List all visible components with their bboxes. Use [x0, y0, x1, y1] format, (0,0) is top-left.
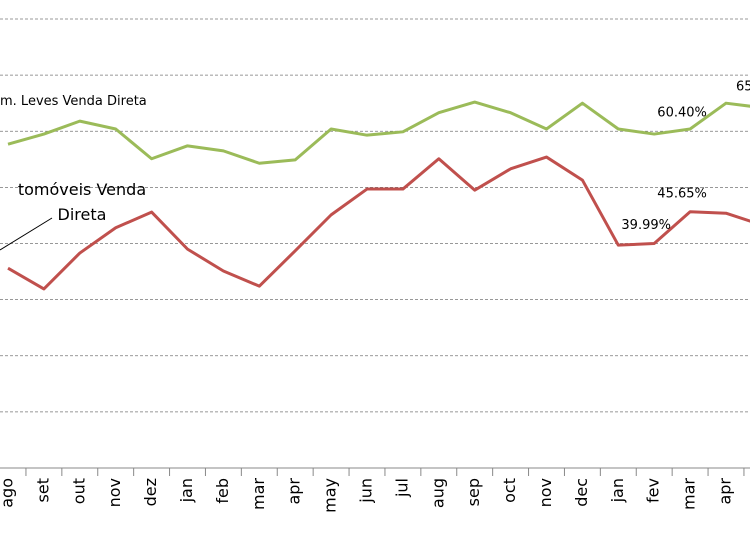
data-label: 60.40%: [657, 106, 707, 121]
x-tick-label: fev: [644, 478, 663, 503]
series-label: tomóveis Venda Direta: [17, 180, 147, 224]
series-line: [7, 155, 750, 291]
x-tick-label: set: [33, 478, 52, 502]
data-label: 45.65%: [657, 186, 707, 201]
x-tick-label: oct: [500, 478, 519, 503]
x-tick-label: nov: [536, 478, 555, 507]
x-tick-label: aug: [428, 478, 447, 508]
x-tick-label: mar: [680, 478, 699, 510]
leader-line: [0, 217, 53, 251]
x-tick-label: nov: [105, 478, 124, 507]
data-label: 65: [736, 80, 750, 95]
data-label: 39.99%: [621, 218, 671, 233]
x-tick-label: jun: [357, 478, 376, 504]
x-tick-label: sep: [464, 478, 483, 506]
x-tick-label: jan: [177, 478, 196, 503]
x-tick-label: dez: [141, 478, 160, 506]
series-label: m. Leves Venda Direta: [0, 94, 147, 109]
series-line: [7, 100, 750, 165]
x-tick-label: may: [321, 478, 340, 513]
x-tick-label: dec: [572, 478, 591, 507]
x-tick-label: out: [69, 478, 88, 504]
x-tick-label: feb: [213, 478, 232, 504]
x-tick-label: mar: [249, 478, 268, 510]
x-tick-label: apr: [285, 478, 304, 505]
x-tick-label: ago: [0, 478, 17, 508]
x-tick-label: jul: [392, 478, 411, 498]
x-tick-label: jan: [608, 478, 627, 503]
x-tick-label: apr: [716, 478, 735, 505]
